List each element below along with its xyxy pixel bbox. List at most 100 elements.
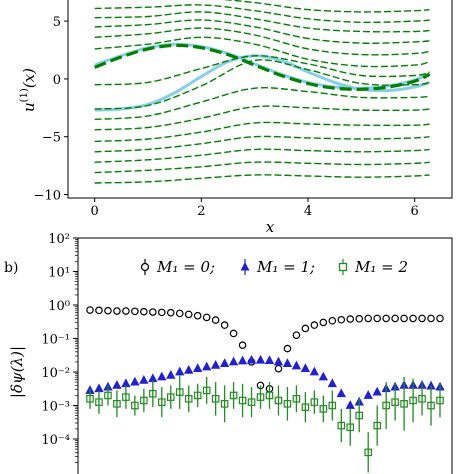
m1-point	[210, 359, 221, 369]
m0-point	[274, 364, 283, 373]
m0-point	[175, 309, 184, 318]
m0-point	[157, 308, 166, 317]
top-x-tick-label: 4	[304, 204, 312, 219]
m0-point	[202, 313, 211, 322]
m0-point	[113, 307, 121, 315]
bottom-y-axis-label: |δψ(λ)|	[8, 346, 26, 398]
m0-point	[319, 318, 328, 327]
bottom-y-tick-label: 10⁻¹	[41, 333, 70, 348]
sample-curve-line	[94, 174, 430, 184]
m2-point	[166, 393, 175, 401]
bottom-y-tick-label: 10⁻³	[41, 400, 70, 415]
m2-point	[409, 396, 417, 405]
m0-point	[220, 321, 229, 329]
legend-entry-label: M₁ = 0;	[156, 258, 215, 276]
m2-point	[418, 395, 426, 403]
m1-point	[184, 364, 194, 374]
m1-point	[237, 355, 248, 365]
m1-point	[300, 363, 311, 373]
top-y-tick-label: 0	[53, 73, 61, 88]
bottom-y-tick-label: 10⁻²	[41, 366, 70, 381]
m0-point	[104, 306, 112, 315]
top-x-axis-label: x	[266, 218, 275, 236]
m0-point	[292, 331, 301, 339]
m2-point	[319, 405, 328, 413]
sample-curve-line	[94, 55, 430, 86]
m0-point	[382, 314, 390, 323]
m2-point	[436, 396, 444, 405]
m1-point	[345, 400, 355, 409]
m0-point	[238, 341, 247, 350]
m1-point	[228, 356, 239, 366]
m0-point	[337, 315, 346, 324]
svg-text:u(1)(x): u(1)(x)	[19, 68, 38, 112]
m0-point	[211, 316, 220, 324]
m0-point	[229, 329, 238, 338]
bottom-y-tick-label: 10²	[48, 232, 70, 247]
m0-point	[310, 321, 319, 329]
bottom-y-tick-label: 10⁻⁴	[41, 433, 70, 448]
m2-point	[220, 400, 229, 408]
top-x-ticks: 0 2 4 6	[91, 198, 419, 219]
m2-point	[95, 398, 103, 406]
legend-square-marker	[338, 262, 348, 272]
top-y-ticks: −10 −5 0 5	[34, 15, 68, 204]
top-x-tick-label: 2	[197, 204, 205, 219]
bottom-y-tick-label: 10¹	[48, 266, 70, 281]
top-x-tick-label: 6	[411, 204, 419, 219]
m1-point	[175, 366, 185, 376]
m1-point	[336, 388, 346, 398]
m0-point	[95, 306, 103, 315]
m0-point	[400, 314, 408, 323]
m2-point	[256, 393, 265, 401]
true-curve-line	[94, 54, 431, 112]
m0-point	[373, 314, 381, 323]
sample-curve-line	[94, 148, 430, 163]
m2-point	[292, 395, 301, 403]
sample-curve-line	[94, 36, 430, 68]
m2-point	[328, 401, 337, 410]
m1-point	[363, 390, 373, 399]
m0-point	[122, 307, 130, 315]
m1-point	[193, 363, 203, 373]
bottom-panel: b) 10² 10¹ 10⁰ 10⁻¹ 10⁻² 10⁻³ 10⁻⁴ |δψ(λ)| M₁ …	[4, 232, 453, 474]
legend-circle-marker	[140, 262, 150, 272]
sample-curve-line	[94, 105, 430, 131]
m1-point	[318, 371, 328, 381]
m1-point	[282, 358, 293, 368]
m2-point	[175, 388, 184, 396]
sample-curve-line	[94, 87, 430, 121]
m2-point	[229, 391, 238, 400]
m0-point	[328, 316, 337, 325]
m0-point	[149, 308, 157, 316]
m2-point	[202, 386, 211, 395]
m2-point	[364, 448, 373, 457]
m2-point	[301, 403, 310, 411]
top-y-tick-label: −10	[34, 189, 61, 204]
panel-label-b: b)	[4, 260, 18, 276]
m1-point	[130, 376, 140, 386]
m0-point	[436, 314, 444, 323]
m2-point	[373, 421, 381, 430]
m0-point	[427, 314, 435, 323]
top-panel: 0 2 4 6 −10 −5 0 5 x u(1)(x)	[19, 0, 453, 236]
m0-point	[301, 324, 310, 333]
m2-point	[283, 400, 292, 408]
top-y-tick-label: 5	[53, 15, 61, 30]
top-y-axis-label: u(1)(x)	[19, 68, 38, 112]
m0-point	[140, 307, 148, 316]
legend-entry-label: M₁ = 2	[354, 258, 408, 276]
m1-point	[372, 386, 382, 396]
sample-curve-line	[94, 161, 430, 174]
m2-point	[391, 398, 399, 406]
m0-point	[418, 314, 426, 323]
m2-point	[86, 395, 94, 403]
bottom-y-ticks: 10² 10¹ 10⁰ 10⁻¹ 10⁻² 10⁻³ 10⁻⁴	[41, 232, 78, 463]
m2-point	[157, 398, 166, 406]
bottom-series-group	[85, 306, 445, 473]
top-series-group	[94, 0, 431, 184]
m1-point	[291, 360, 302, 370]
m1-point	[112, 380, 122, 389]
m2-point	[274, 396, 283, 405]
